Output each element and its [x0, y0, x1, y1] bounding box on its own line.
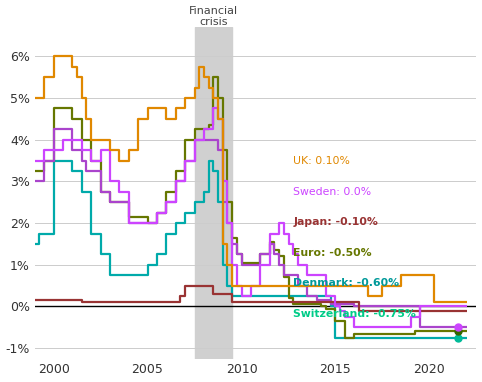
- Text: UK: 0.10%: UK: 0.10%: [293, 156, 350, 167]
- Text: Denmark: -0.60%: Denmark: -0.60%: [293, 278, 399, 288]
- Text: Switzerland: -0.75%: Switzerland: -0.75%: [293, 309, 416, 319]
- Text: Euro: -0.50%: Euro: -0.50%: [293, 248, 372, 258]
- Text: Japan: -0.10%: Japan: -0.10%: [293, 217, 378, 227]
- Text: Sweden: 0.0%: Sweden: 0.0%: [293, 187, 371, 197]
- Bar: [195, 27, 232, 359]
- Text: Financial
crisis: Financial crisis: [189, 6, 238, 27]
